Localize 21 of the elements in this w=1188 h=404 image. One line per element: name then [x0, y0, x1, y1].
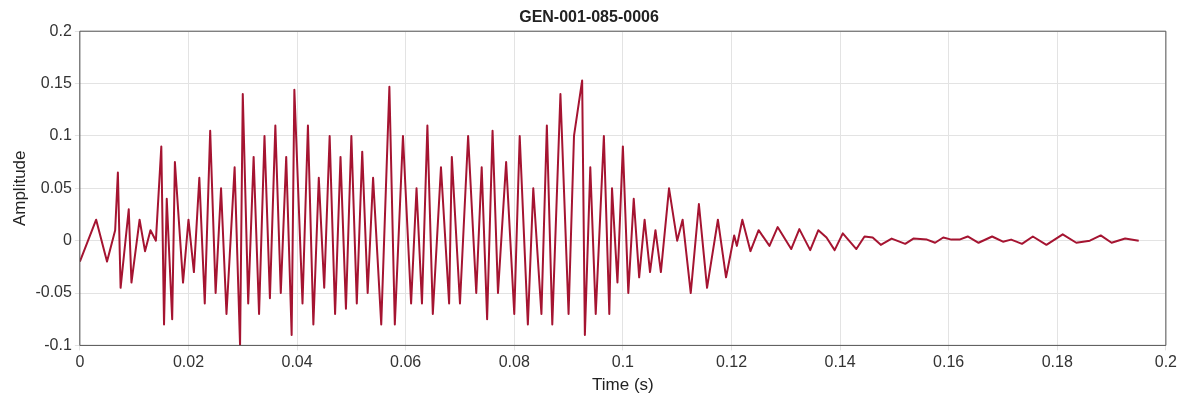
- y-tick-label: 0.1: [49, 126, 72, 144]
- chart-title: GEN-001-085-0006: [519, 8, 659, 26]
- y-tick-label: -0.05: [35, 283, 72, 301]
- y-tick-label: -0.1: [44, 335, 72, 353]
- x-tick-label: 0.14: [824, 353, 856, 371]
- y-tick-label: 0.15: [40, 73, 72, 91]
- x-tick-label: 0.06: [390, 353, 422, 371]
- x-tick-label: 0.08: [498, 353, 530, 371]
- x-axis-title: Time (s): [592, 375, 654, 395]
- y-axis-title: Amplitude: [9, 150, 29, 227]
- y-tick-label: 0.2: [49, 21, 72, 39]
- x-tick-label: 0.16: [933, 353, 965, 371]
- x-tick-label: 0.02: [172, 353, 205, 371]
- x-tick-label: 0.12: [715, 353, 748, 371]
- x-tick-label: 0.2: [1154, 353, 1178, 371]
- x-tick-label: 0: [75, 353, 85, 371]
- x-tick-label: 0.04: [281, 353, 313, 371]
- y-tick-label: 0: [62, 231, 72, 249]
- x-tick-label: 0.18: [1041, 353, 1073, 371]
- y-tick-label: 0.05: [40, 178, 72, 196]
- x-tick-label: 0.1: [611, 353, 635, 371]
